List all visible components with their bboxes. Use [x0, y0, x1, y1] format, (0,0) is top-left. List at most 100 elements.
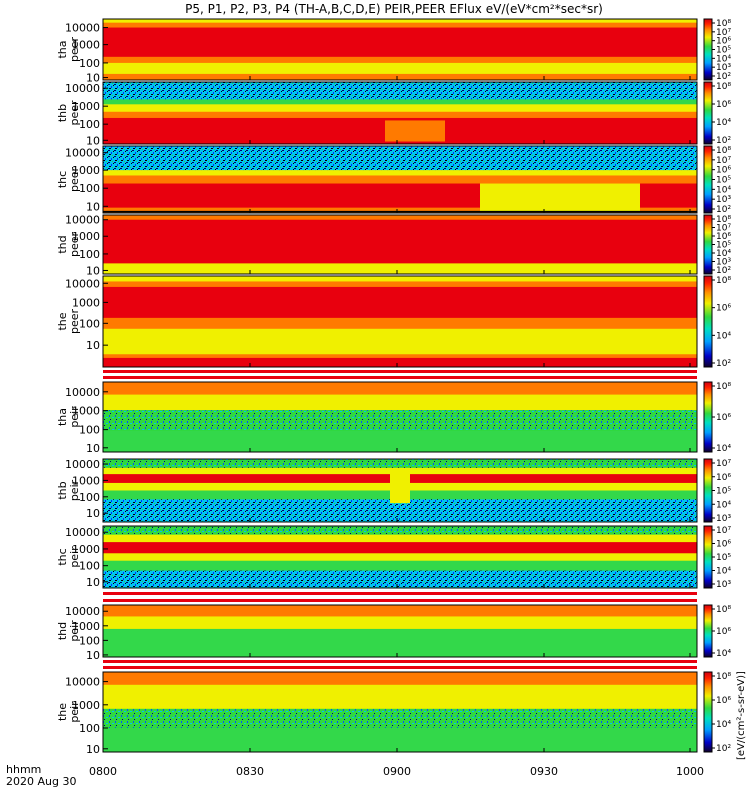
thc-peir-panel: 10000 1000 100 10 thcpeir 10⁷ 10⁶ 10⁵ 10⁴ 10³ — [56, 525, 731, 590]
thb-peir-colorbar — [703, 458, 713, 523]
thb-peer-band-3 — [103, 111, 697, 119]
thb-peer-ytick-label-1: 1000 — [72, 100, 100, 113]
thd-peer-cbtick-label-1: 10⁷ — [716, 224, 731, 234]
thb-peir-cbtick-label-4: 10³ — [716, 514, 731, 524]
thb-peer-ytick-label-3: 10 — [86, 134, 100, 147]
thc-peer-cbtick-label-0: 10⁸ — [716, 146, 731, 156]
tha-peir-cbtick-label-2: 10⁴ — [716, 444, 731, 454]
tha-peer-cbtick-label-5: 10³ — [716, 63, 731, 73]
the-peer-cbtick-label-3: 10² — [716, 359, 731, 369]
thb-peer-cbtick-label-2: 10⁴ — [716, 118, 731, 128]
thc-peir-cbtick-label-2: 10⁵ — [716, 553, 731, 563]
thb-peer-cbtick-label-3: 10² — [716, 136, 731, 146]
separator-line-0-b — [103, 376, 697, 379]
thb-peir-band-5 — [103, 499, 697, 523]
thd-peir-ytick-label-0: 10000 — [65, 605, 100, 618]
thc-peir-ytick-label-3: 10 — [86, 576, 100, 589]
thd-peir-frame — [102, 604, 698, 658]
thb-peer-frame — [102, 81, 698, 145]
tha-peir-ytick-label-1: 1000 — [72, 405, 100, 418]
thd-peer-cbtick-label-6: 10² — [716, 266, 731, 276]
the-peer-ytick-label-1: 1000 — [72, 296, 100, 309]
tha-peer-band-2 — [103, 27, 697, 58]
thd-peir-cbtick-label-0: 10⁸ — [716, 605, 731, 615]
thd-peir-band-0 — [103, 605, 697, 617]
thc-peer-frame — [102, 145, 698, 214]
the-peir-ytick-label-2: 100 — [79, 722, 100, 735]
thc-peir-band-0 — [103, 526, 697, 536]
thd-peir-ylabel: thdpeir — [56, 620, 81, 642]
the-peer-panel: 10000 1000 100 10 thepeer 10⁸ 10⁶ 10⁴ 10² — [56, 275, 731, 369]
tha-peir-ylabel: thapeir — [56, 406, 81, 428]
separator-line-1-a — [103, 592, 697, 595]
thc-peir-cbtick-label-0: 10⁷ — [716, 526, 731, 536]
thc-peir-ylabel: thcpeir — [56, 546, 81, 568]
thc-peir-ytick-label-2: 100 — [79, 560, 100, 573]
thd-peer-colorbar — [703, 214, 713, 275]
thd-peir-cbtick-label-1: 10⁶ — [716, 627, 731, 637]
x-tick-label-0930: 0930 — [530, 765, 558, 778]
thc-peer-cbtick-label-4: 10⁴ — [716, 185, 731, 195]
the-peer-band-4 — [103, 328, 697, 355]
the-peir-band-0 — [103, 672, 697, 686]
thb-peir-frame — [102, 458, 698, 523]
thc-peir-frame — [102, 525, 698, 589]
thd-peer-ylabel: thdpeer — [56, 232, 81, 258]
thb-peir-feature — [390, 471, 410, 504]
tha-peer-band-5 — [103, 73, 697, 81]
the-peir-colorbar — [703, 671, 713, 753]
thb-peir-ytick-label-1: 1000 — [72, 474, 100, 487]
x-tick-label-0900: 0900 — [383, 765, 411, 778]
thc-peir-ytick-label-0: 10000 — [65, 526, 100, 539]
thc-peer-ytick-label-0: 10000 — [65, 147, 100, 160]
thd-peer-cbtick-label-5: 10³ — [716, 258, 731, 268]
tha-peir-colorbar — [703, 381, 713, 453]
the-peir-panel: 10000 1000 100 10 thepeir 10⁸ 10⁶ 10⁴ 10² — [56, 671, 731, 756]
thb-peir-band-0 — [103, 459, 697, 469]
separator-line-0-a — [103, 370, 697, 373]
thd-peer-cbtick-label-0: 10⁸ — [716, 215, 731, 225]
tha-peir-cbtick-label-1: 10⁶ — [716, 413, 731, 423]
tha-peer-ytick-label-1: 1000 — [72, 39, 100, 52]
tha-peer-cbtick-label-6: 10² — [716, 72, 731, 82]
the-peir-band-1 — [103, 684, 697, 710]
thc-peir-band-2 — [103, 542, 697, 554]
tha-peir-ytick-label-2: 100 — [79, 424, 100, 437]
thd-peir-band-1 — [103, 616, 697, 630]
thd-peir-ytick-label-2: 100 — [79, 634, 100, 647]
thc-peer-panel: 10000 1000 100 10 thcpeer 10⁸10⁷10⁶10⁵10⁴10³1… — [56, 145, 731, 215]
thb-peer-colorbar — [703, 81, 713, 145]
thb-peer-band-0 — [103, 82, 697, 100]
thb-peer-feature — [385, 120, 445, 142]
tha-peer-cbtick-label-1: 10⁷ — [716, 28, 731, 38]
thd-peer-ytick-label-1: 1000 — [72, 230, 100, 243]
thb-peer-ylabel: thbpeer — [56, 100, 81, 126]
tha-peir-cbtick-label-0: 10⁸ — [716, 382, 731, 392]
the-peir-ytick-label-0: 10000 — [65, 676, 100, 689]
tha-peir-panel: 10000 1000 100 10 thapeir 10⁸ 10⁶ 10⁴ — [56, 381, 731, 455]
tha-peer-cbtick-label-3: 10⁵ — [716, 46, 731, 56]
tha-peer-colorbar — [703, 18, 713, 81]
thc-peir-band-1 — [103, 534, 697, 543]
thd-peir-ytick-label-3: 10 — [86, 649, 100, 662]
the-peer-cbtick-label-1: 10⁶ — [716, 304, 731, 314]
thd-peer-cbtick-label-3: 10⁵ — [716, 241, 731, 251]
thc-peer-cbtick-label-3: 10⁵ — [716, 176, 731, 186]
x-tick-label-0830: 0830 — [236, 765, 264, 778]
x-tick-label-1000: 1000 — [676, 765, 704, 778]
thb-peir-panel: 10000 1000 100 10 thbpeir 10⁷ 10⁶ 10⁵ 10⁴ 10³ — [56, 458, 731, 524]
thd-peer-ytick-label-2: 100 — [79, 248, 100, 261]
the-peer-frame — [102, 275, 698, 368]
thb-peir-band-1 — [103, 467, 697, 475]
the-peir-ylabel: thepeir — [56, 701, 81, 723]
thb-peir-cbtick-label-0: 10⁷ — [716, 459, 731, 469]
thb-peir-cbtick-label-1: 10⁶ — [716, 473, 731, 483]
tha-peir-band-3 — [103, 431, 697, 453]
thd-peer-cbtick-label-2: 10⁶ — [716, 232, 731, 242]
thd-peer-band-0 — [103, 215, 697, 221]
the-peir-cbtick-label-0: 10⁸ — [716, 672, 731, 682]
thd-peer-frame — [102, 214, 698, 275]
thb-peir-ytick-label-3: 10 — [86, 507, 100, 520]
tha-peir-ytick-label-0: 10000 — [65, 386, 100, 399]
tha-peir-frame — [102, 381, 698, 453]
